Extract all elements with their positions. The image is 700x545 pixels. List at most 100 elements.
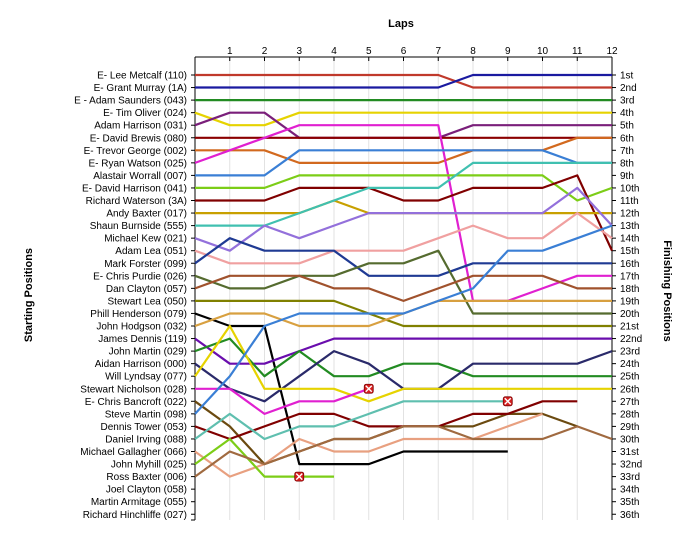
series-line [194, 124, 612, 302]
finishing-position-label: 10th [620, 183, 639, 194]
driver-label: Will Lyndsay (077) [105, 372, 187, 383]
series-line [194, 425, 613, 478]
finishing-position-label: 25th [620, 372, 639, 383]
finishing-position-label: 11th [620, 196, 639, 207]
finishing-position-label: 31st [620, 447, 639, 458]
driver-label: E- Ryan Watson (025) [88, 158, 187, 169]
driver-label: Stewart Nicholson (028) [80, 384, 187, 395]
finishing-position-label: 17th [620, 271, 639, 282]
series-line [195, 387, 370, 415]
driver-label: Dennis Tower (053) [100, 422, 187, 433]
driver-label: John Myhill (025) [111, 460, 187, 471]
series-line [194, 212, 613, 265]
driver-label: Michael Kew (021) [104, 234, 187, 245]
driver-label: Steve Martin (098) [105, 409, 187, 420]
finishing-position-label: 27th [620, 397, 639, 408]
finishing-position-label: 30th [620, 434, 639, 445]
driver-label: John Hodgson (032) [96, 322, 187, 333]
lap-tick-label: 7 [435, 46, 441, 57]
driver-label: Michael Gallagher (066) [80, 447, 187, 458]
driver-label: E- Chris Bancroft (022) [85, 397, 187, 408]
lap-tick-label: 12 [606, 46, 618, 57]
driver-label: James Dennis (119) [98, 334, 187, 345]
series-line [194, 400, 578, 441]
driver-label: Shaun Burnside (555) [90, 221, 187, 232]
axes [191, 56, 616, 521]
series-line [194, 312, 508, 466]
lap-tick-label: 2 [262, 46, 268, 57]
series-lines [194, 73, 613, 478]
driver-label: Alastair Worrall (007) [93, 171, 187, 182]
lap-tick-label: 9 [505, 46, 511, 57]
series-line [194, 337, 612, 365]
driver-label: E- Chris Purdie (026) [93, 271, 187, 282]
series-line [194, 412, 543, 478]
finishing-position-label: 5th [620, 121, 634, 132]
finishing-position-label: 35th [620, 497, 639, 508]
finishing-position-label: 26th [620, 384, 639, 395]
retirement-marker-cross [504, 397, 512, 405]
driver-label: E- Grant Murray (1A) [94, 83, 187, 94]
finishing-position-label: 18th [620, 284, 639, 295]
finishing-position-label: 14th [620, 234, 639, 245]
driver-label: Aidan Harrison (000) [95, 359, 187, 370]
driver-label: E- Trevor George (002) [84, 146, 187, 157]
series-line [195, 73, 612, 89]
driver-label: Martin Armitage (055) [91, 497, 187, 508]
finishing-position-label: 33rd [620, 472, 640, 483]
lap-tick-label: 5 [366, 46, 372, 57]
finishing-position-label: 7th [620, 146, 634, 157]
finishing-position-label: 6th [620, 133, 634, 144]
finishing-position-label: 21st [620, 322, 639, 333]
finishing-position-label: 1st [620, 71, 634, 82]
finishing-position-label: 22nd [620, 334, 642, 345]
driver-label: E- Tim Oliver (024) [103, 108, 187, 119]
driver-label: Adam Lea (051) [115, 246, 187, 257]
retirement-markers [294, 383, 513, 482]
series-line [194, 249, 612, 315]
series-line [195, 174, 613, 202]
retirement-marker-cross [295, 473, 303, 481]
driver-label: Dan Clayton (057) [106, 284, 187, 295]
series-line [194, 274, 612, 302]
driver-label: Phill Henderson (079) [90, 309, 187, 320]
finishing-position-label: 19th [620, 296, 639, 307]
left-axis-title: Starting Positions [23, 248, 35, 342]
x-axis-title: Laps [388, 18, 414, 30]
driver-label: Richard Waterson (3A) [86, 196, 187, 207]
finishing-position-label: 34th [620, 485, 639, 496]
lap-tick-label: 8 [470, 46, 476, 57]
driver-label: E- David Brewis (080) [90, 133, 187, 144]
series-line [194, 224, 613, 415]
right-axis-title: Finishing Positions [661, 240, 673, 341]
driver-label: Joel Clayton (058) [106, 485, 187, 496]
finishing-position-label: 24th [620, 359, 639, 370]
axis-labels: 1 2 3 4 5 6 7 8 9 10 11 121st2nd3rd4th5th6th7th8th9… [74, 46, 642, 521]
finishing-position-label: 29th [620, 422, 639, 433]
driver-label: E- Lee Metcalf (110) [97, 71, 187, 82]
series-line [194, 111, 612, 127]
driver-label: Mark Forster (099) [104, 259, 187, 270]
series-line [195, 299, 612, 328]
lap-tick-label: 3 [296, 46, 302, 57]
series-line [194, 237, 612, 277]
finishing-position-label: 4th [620, 108, 634, 119]
driver-label: Daniel Irving (088) [105, 434, 187, 445]
finishing-position-label: 20th [620, 309, 639, 320]
driver-label: E - Adam Saunders (043) [74, 96, 187, 107]
lap-tick-label: 1 [227, 46, 233, 57]
retirement-marker-cross [365, 385, 373, 393]
series-line [195, 149, 612, 177]
series-line [195, 174, 613, 252]
driver-label: John Martin (029) [109, 347, 187, 358]
driver-label: Adam Harrison (031) [94, 121, 187, 132]
driver-label: Ross Baxter (006) [106, 472, 187, 483]
finishing-position-label: 8th [620, 158, 634, 169]
finishing-position-label: 28th [620, 409, 639, 420]
driver-label: Richard Hinchliffe (027) [83, 510, 187, 521]
finishing-position-label: 3rd [620, 96, 634, 107]
driver-label: E- David Harrison (041) [82, 183, 187, 194]
finishing-position-label: 9th [620, 171, 634, 182]
lap-tick-label: 11 [572, 46, 583, 57]
